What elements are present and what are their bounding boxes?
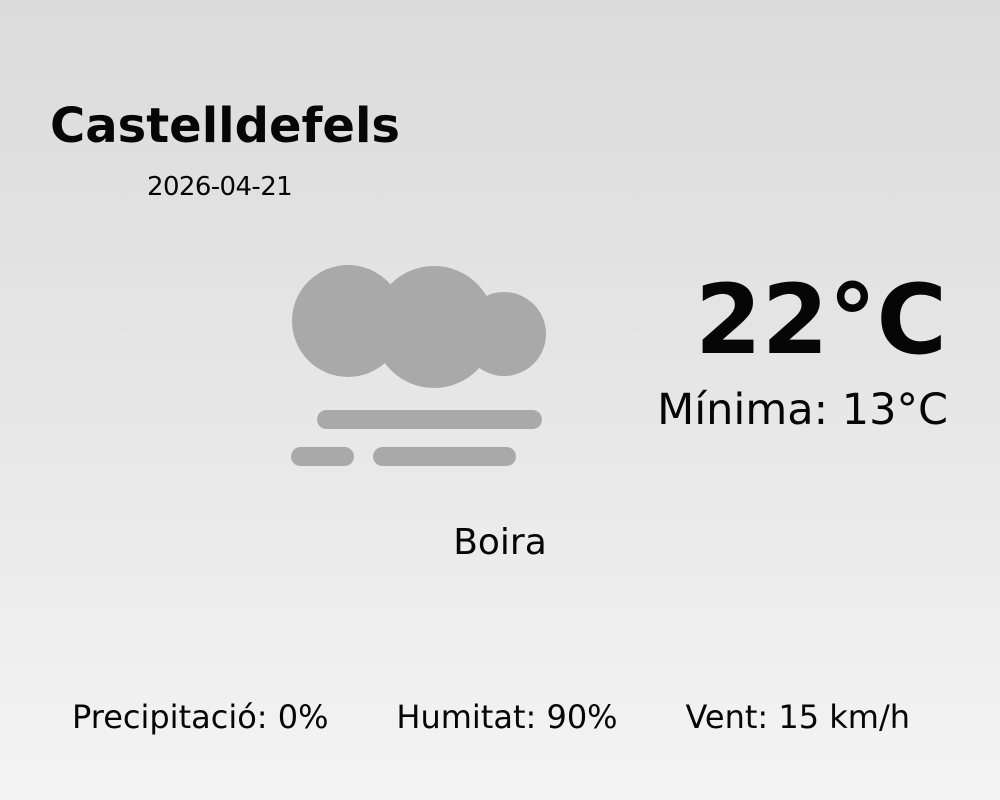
fog-line-top (317, 410, 542, 429)
stats-row: Precipitació: 0% Humitat: 90% Vent: 15 k… (72, 701, 910, 733)
fog-icon-shapes (291, 265, 546, 466)
minimum-temperature: Mínima: 13°C (657, 385, 948, 435)
condition-label: Boira (453, 522, 547, 563)
current-temperature: 22°C (694, 264, 947, 376)
cloud-left-lobe (292, 265, 404, 377)
wind-stat: Vent: 15 km/h (685, 698, 910, 736)
fog-icon (291, 265, 546, 466)
fog-line-bottom-left (291, 447, 354, 466)
humidity-stat: Humitat: 90% (396, 698, 618, 736)
fog-line-bottom-right (373, 447, 516, 466)
cloud-right-lobe (462, 292, 546, 376)
precipitation-stat: Precipitació: 0% (72, 698, 329, 736)
forecast-date: 2026-04-21 (147, 172, 293, 202)
cloud-middle-lobe (373, 266, 495, 388)
location-title: Castelldefels (50, 98, 400, 154)
